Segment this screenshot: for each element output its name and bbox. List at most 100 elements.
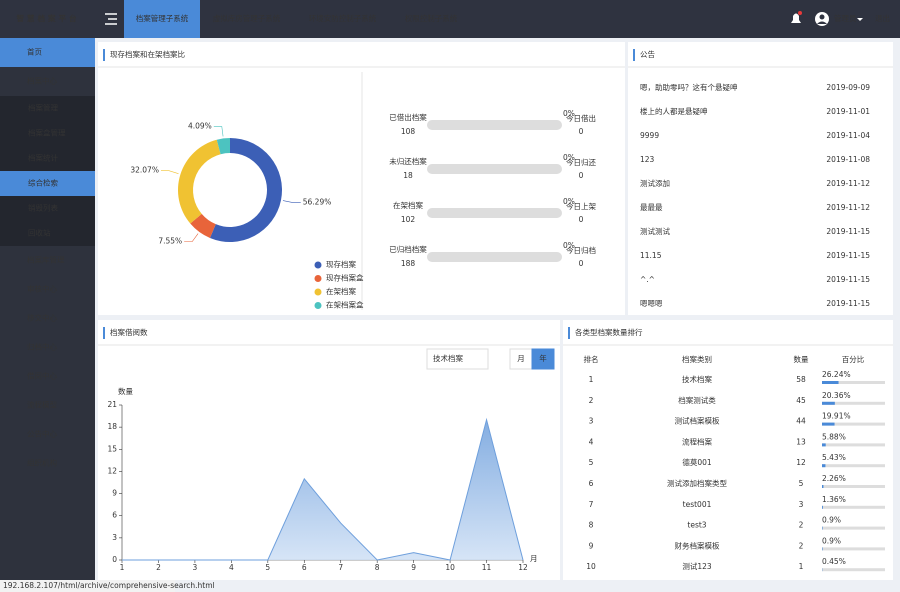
x-tick-label: 6 xyxy=(302,563,307,572)
rank: 9 xyxy=(589,541,594,550)
area-line xyxy=(122,417,524,561)
menu-item[interactable]: 归档中心 xyxy=(27,342,57,352)
menu-item[interactable]: 首页 xyxy=(27,47,42,57)
percent-bar xyxy=(822,485,824,488)
dropdown-caret[interactable] xyxy=(857,18,863,21)
y-axis-label: 数量 xyxy=(118,386,133,396)
rank: 5 xyxy=(589,458,594,467)
nav-item[interactable]: 档案管理子系统 xyxy=(136,13,189,23)
notice-title[interactable]: 123 xyxy=(640,155,655,164)
donut-slice xyxy=(216,138,230,155)
logout[interactable]: 退出 xyxy=(875,13,890,23)
notice-title[interactable]: 楼上的人都是悬疑呻 xyxy=(640,106,708,116)
rank: 8 xyxy=(589,521,594,530)
nav-item[interactable]: 虚拟库房管理子系统 xyxy=(213,13,281,23)
percent-track xyxy=(822,422,885,426)
label-line xyxy=(184,233,199,242)
legend-label: 在架档案盒 xyxy=(326,300,364,310)
submenu-bg xyxy=(0,221,95,246)
panel-title: 现存档案和在架档案比 xyxy=(110,49,185,59)
notice-title[interactable]: 嗯，助助零吗？这有个悬疑呻 xyxy=(640,82,738,92)
menu-item[interactable]: 组织机构 xyxy=(27,458,57,468)
menu-item[interactable]: 审核中心 xyxy=(27,284,57,294)
notice-title[interactable]: 最最最 xyxy=(640,203,663,212)
rank: 10 xyxy=(586,562,596,571)
category: test3 xyxy=(687,521,706,530)
nav-item[interactable]: 环境安防控制子系统 xyxy=(309,13,377,23)
count: 2 xyxy=(799,521,804,530)
period-label[interactable]: 月 xyxy=(517,354,525,363)
menu-item[interactable]: 档案中心 xyxy=(27,76,57,86)
menu-item[interactable]: 档案盒管理 xyxy=(28,128,66,138)
today-label: 今日上架 xyxy=(566,201,596,211)
count: 3 xyxy=(799,500,804,509)
x-tick-label: 11 xyxy=(482,563,492,572)
percent-label: 0.9% xyxy=(822,516,841,525)
menu-item[interactable]: 综合检索 xyxy=(28,178,58,188)
x-tick-label: 1 xyxy=(120,563,125,572)
y-tick-label: 12 xyxy=(107,466,117,475)
donut-slice xyxy=(178,139,221,224)
stat-label: 已借出档案 xyxy=(389,112,427,122)
notice-title[interactable]: ^.^ xyxy=(640,275,655,284)
slice-label: 56.29% xyxy=(303,198,332,207)
period-label[interactable]: 年 xyxy=(539,353,547,363)
today-count: 0 xyxy=(579,215,584,224)
filter-value[interactable]: 技术档案 xyxy=(433,353,463,363)
panel-title-bar xyxy=(633,49,635,61)
menu-item[interactable]: 销毁列表 xyxy=(28,203,58,213)
menu-toggle[interactable] xyxy=(105,13,117,25)
legend-swatch xyxy=(314,288,322,296)
percent-label: 1.36% xyxy=(822,495,846,504)
user-name[interactable]: 管理员 xyxy=(834,13,857,23)
legend-label: 现存档案盒 xyxy=(326,273,364,283)
percent-bar xyxy=(822,422,835,426)
category: 测试档案模板 xyxy=(675,416,720,426)
notice-title[interactable]: 测试添加 xyxy=(640,178,670,188)
category: 档案测试类 xyxy=(678,395,716,405)
menu-item[interactable]: 档案统计 xyxy=(28,153,58,163)
count: 12 xyxy=(796,458,806,467)
percent-track xyxy=(822,485,885,488)
notice-date: 2019-11-12 xyxy=(826,203,870,212)
legend-label: 在架档案 xyxy=(326,286,356,296)
count: 5 xyxy=(799,479,804,488)
avatar[interactable] xyxy=(815,12,829,26)
menu-item[interactable]: 公告中心 xyxy=(27,429,57,439)
menu-item[interactable]: 流程模型 xyxy=(27,400,57,410)
bell-icon[interactable] xyxy=(791,11,802,23)
legend-swatch xyxy=(314,302,322,309)
count: 45 xyxy=(796,396,806,405)
rank: 6 xyxy=(589,479,594,488)
today-count: 0 xyxy=(579,259,584,268)
percent-bar xyxy=(822,526,823,530)
label-line xyxy=(160,170,179,175)
category: 技术档案 xyxy=(682,374,712,384)
notice-title[interactable]: 测试测试 xyxy=(640,226,670,236)
notice-title[interactable]: 嗯嗯嗯 xyxy=(640,299,663,308)
menu-item[interactable]: 档案管理 xyxy=(28,103,58,113)
period-button[interactable] xyxy=(531,348,555,370)
notice-title[interactable]: 9999 xyxy=(640,131,659,140)
menu-active xyxy=(0,171,95,196)
menu-item[interactable]: 档案库管理 xyxy=(27,255,65,265)
filter-select[interactable] xyxy=(426,348,489,370)
percent-track xyxy=(822,568,885,572)
notice-date: 2019-11-15 xyxy=(826,299,870,308)
percent-track xyxy=(822,401,885,405)
percent-label: 26.24% xyxy=(822,370,851,379)
label-line xyxy=(213,126,224,137)
menu-item[interactable]: 回收站 xyxy=(28,228,51,238)
category: 德莫001 xyxy=(682,457,712,467)
slice-label: 7.55% xyxy=(158,237,182,246)
menu-item[interactable]: 借阅中心 xyxy=(27,371,57,381)
menu-item[interactable]: 移交中心 xyxy=(27,313,57,323)
nav-item[interactable]: 权限控制子系统 xyxy=(405,13,458,23)
notice-title[interactable]: 11.15 xyxy=(640,251,662,260)
count: 44 xyxy=(796,417,806,426)
column-header: 数量 xyxy=(794,354,809,364)
column-header: 百分比 xyxy=(842,354,865,364)
x-tick-label: 4 xyxy=(229,563,234,572)
submenu-bg xyxy=(0,196,95,221)
